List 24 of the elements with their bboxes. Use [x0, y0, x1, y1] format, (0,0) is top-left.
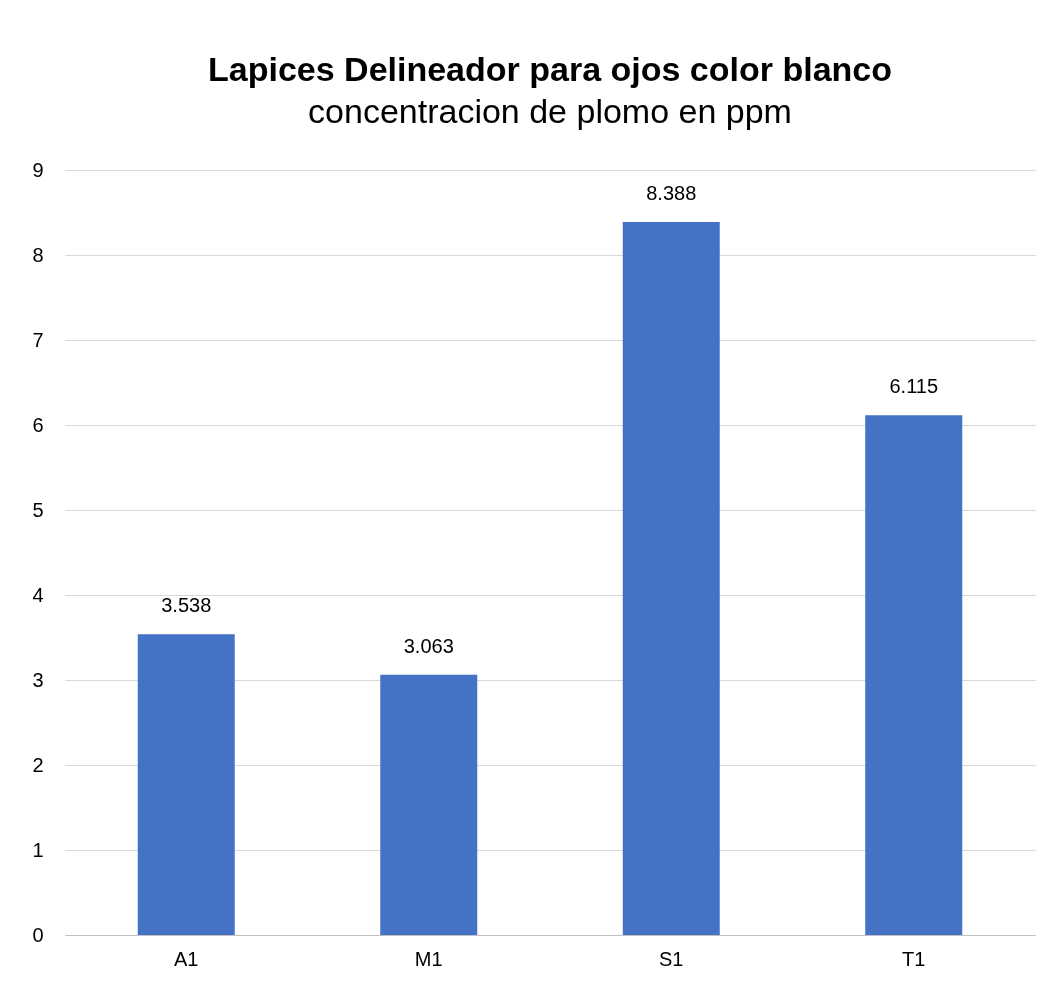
x-tick-label: T1: [902, 947, 926, 970]
data-label: 3.063: [403, 634, 454, 657]
y-tick-label: 6: [32, 413, 44, 436]
bar: [622, 222, 720, 935]
y-tick-label: 4: [32, 583, 44, 606]
chart-title: Lapices Delineador para ojos color blanco: [208, 50, 892, 88]
bar: [865, 415, 963, 935]
y-tick-label: 8: [32, 243, 44, 266]
y-tick-label: 2: [32, 753, 44, 776]
x-tick-label: M1: [414, 947, 443, 970]
y-tick-label: 1: [32, 838, 44, 861]
bar: [380, 674, 478, 935]
y-tick-label: 9: [32, 158, 44, 181]
y-tick-label: 3: [32, 668, 44, 691]
y-tick-label: 0: [32, 923, 44, 946]
x-tick-label: A1: [174, 947, 199, 970]
y-tick-label: 5: [32, 498, 44, 521]
data-label: 6.115: [889, 375, 939, 398]
data-label: 3.538: [161, 594, 212, 617]
bar: [137, 634, 235, 935]
x-tick-label: S1: [659, 947, 684, 970]
data-label: 8.388: [646, 182, 697, 205]
y-tick-label: 7: [32, 328, 44, 351]
chart-subtitle: concentracion de plomo en ppm: [308, 92, 792, 130]
